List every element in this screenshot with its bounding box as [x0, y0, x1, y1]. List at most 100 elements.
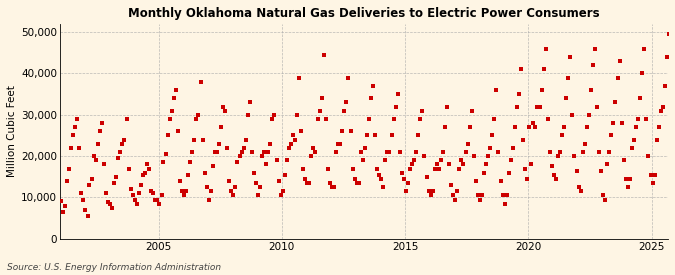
Point [600, 197, 611, 202]
Point [579, 142, 590, 146]
Point [583, 112, 594, 117]
Point [510, 125, 520, 130]
Point [134, 191, 144, 196]
Point [154, 202, 165, 206]
Point [417, 108, 428, 113]
Point [261, 162, 271, 167]
Point [592, 104, 603, 109]
Point [429, 166, 440, 171]
Point [659, 84, 670, 88]
Point [657, 104, 668, 109]
Point [224, 179, 235, 183]
Point [628, 138, 639, 142]
Point [88, 154, 99, 158]
Point [634, 96, 645, 100]
Point [500, 202, 510, 206]
Point [150, 197, 161, 202]
Point [117, 142, 128, 146]
Point [378, 185, 389, 189]
Point [308, 146, 319, 150]
Point [624, 177, 635, 181]
Point [236, 150, 247, 154]
Point [323, 166, 333, 171]
Point [472, 193, 483, 197]
Point [263, 150, 273, 154]
Point [559, 125, 570, 130]
Point [158, 160, 169, 164]
Point [413, 133, 424, 138]
Point [645, 172, 656, 177]
Point [175, 179, 186, 183]
Point [577, 150, 588, 154]
Point [113, 156, 124, 160]
Point [148, 191, 159, 196]
Point [273, 179, 284, 183]
Point [232, 160, 243, 164]
Point [290, 138, 300, 142]
Point [294, 75, 304, 80]
Point [388, 117, 399, 121]
Point [347, 166, 358, 171]
Point [565, 55, 576, 59]
Point [339, 108, 350, 113]
Point [76, 191, 87, 196]
Point [144, 166, 155, 171]
Point [616, 121, 627, 125]
Point [132, 202, 142, 206]
Point [215, 125, 226, 130]
Point [107, 206, 117, 210]
Point [230, 185, 241, 189]
Point [146, 189, 157, 193]
Text: Source: U.S. Energy Information Administration: Source: U.S. Energy Information Administ… [7, 263, 221, 272]
Point [587, 63, 598, 67]
Point [211, 150, 222, 154]
Point [82, 214, 93, 218]
Point [90, 158, 101, 163]
Point [354, 181, 364, 185]
Point [549, 172, 560, 177]
Point [454, 166, 464, 171]
Point [542, 117, 553, 121]
Point [329, 185, 340, 189]
Point [553, 154, 564, 158]
Point [63, 166, 74, 171]
Point [228, 193, 239, 197]
Point [171, 88, 182, 92]
Point [201, 185, 212, 189]
Point [614, 59, 625, 63]
Point [374, 172, 385, 177]
Point [74, 146, 84, 150]
Point [431, 162, 442, 167]
Point [639, 46, 650, 51]
Point [487, 133, 497, 138]
Point [641, 117, 652, 121]
Point [392, 92, 403, 96]
Point [604, 150, 615, 154]
Point [540, 46, 551, 51]
Point [618, 158, 629, 163]
Point [173, 129, 184, 134]
Point [386, 133, 397, 138]
Point [357, 158, 368, 163]
Point [109, 181, 119, 185]
Point [197, 138, 208, 142]
Point [458, 162, 469, 167]
Point [433, 166, 444, 171]
Point [561, 96, 572, 100]
Point [312, 117, 323, 121]
Point [222, 146, 233, 150]
Point [281, 158, 292, 163]
Point [439, 125, 450, 130]
Point [317, 96, 327, 100]
Point [524, 125, 535, 130]
Point [485, 146, 495, 150]
Point [331, 150, 342, 154]
Point [302, 181, 313, 185]
Point [205, 189, 216, 193]
Point [594, 150, 605, 154]
Point [359, 146, 370, 150]
Point [314, 108, 325, 113]
Point [142, 162, 153, 167]
Point [177, 189, 188, 193]
Point [538, 67, 549, 72]
